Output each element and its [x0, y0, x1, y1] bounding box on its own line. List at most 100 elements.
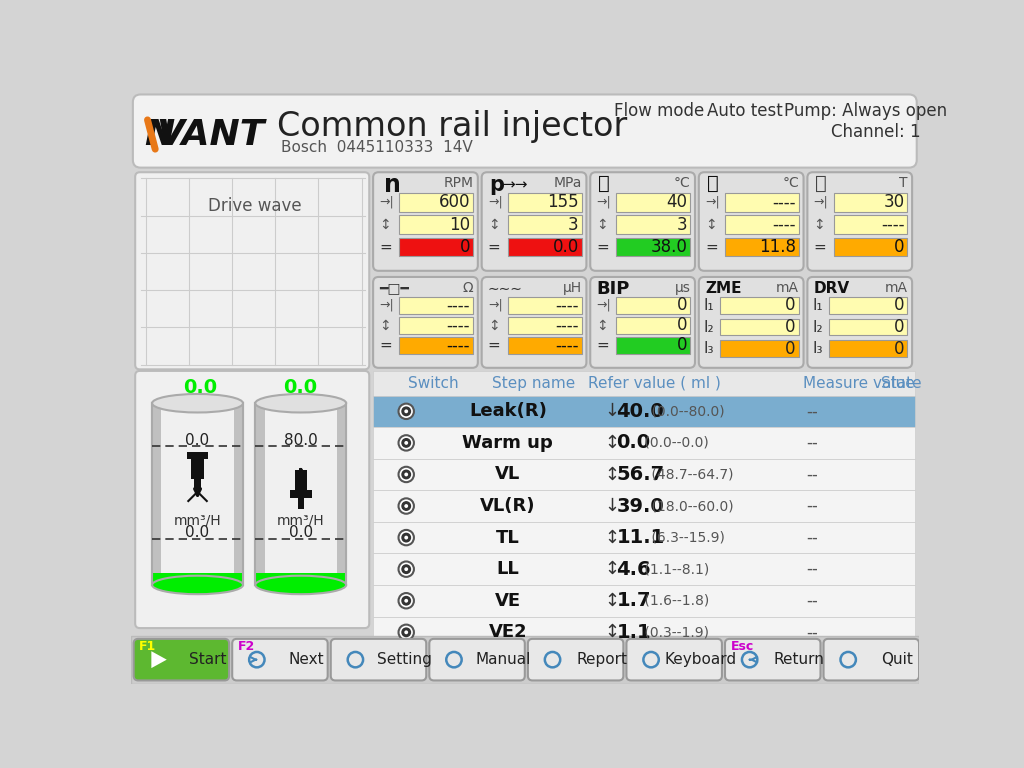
Bar: [255, 403, 264, 585]
Text: ZME: ZME: [705, 281, 741, 296]
Bar: [373, 554, 915, 585]
Bar: [829, 340, 907, 357]
Text: Esc: Esc: [730, 640, 754, 653]
Bar: [373, 396, 915, 427]
Text: (48.7--64.7): (48.7--64.7): [647, 468, 734, 482]
FancyBboxPatch shape: [590, 277, 695, 368]
Text: 600: 600: [438, 194, 470, 211]
Text: State: State: [882, 376, 922, 391]
Text: ↕: ↕: [604, 560, 620, 578]
Text: =: =: [705, 240, 718, 254]
Bar: [508, 237, 582, 257]
FancyBboxPatch shape: [481, 172, 587, 271]
Text: 0.0: 0.0: [283, 378, 317, 396]
Bar: [725, 215, 799, 233]
Text: I₃: I₃: [703, 341, 714, 356]
FancyBboxPatch shape: [481, 277, 587, 368]
Circle shape: [398, 404, 414, 419]
Text: Measure value: Measure value: [803, 376, 914, 391]
Text: 30: 30: [884, 194, 904, 211]
Text: 38.0: 38.0: [650, 238, 687, 256]
Text: 0.0: 0.0: [616, 433, 650, 452]
Text: ↕: ↕: [596, 217, 608, 232]
Bar: [508, 215, 582, 233]
Text: =: =: [596, 240, 609, 254]
Bar: [720, 297, 799, 314]
Bar: [720, 340, 799, 357]
Text: VL(R): VL(R): [480, 497, 536, 515]
Bar: [373, 427, 915, 458]
Text: →|: →|: [705, 196, 720, 209]
Text: --: --: [806, 402, 818, 420]
Text: =: =: [596, 338, 609, 353]
Text: 3: 3: [677, 216, 687, 233]
Text: 0: 0: [785, 296, 796, 314]
Bar: [233, 403, 243, 585]
Circle shape: [402, 407, 411, 415]
Text: Bosch  0445110333  14V: Bosch 0445110333 14V: [281, 140, 472, 155]
Bar: [725, 193, 799, 211]
Text: 0: 0: [785, 318, 796, 336]
Bar: [255, 403, 346, 585]
Text: ----: ----: [772, 194, 796, 211]
FancyBboxPatch shape: [823, 639, 920, 680]
Bar: [373, 617, 915, 648]
Circle shape: [398, 498, 414, 514]
Bar: [508, 193, 582, 211]
Text: VE2: VE2: [488, 624, 527, 641]
FancyBboxPatch shape: [135, 371, 370, 628]
Text: μs: μs: [675, 281, 690, 295]
Text: 10: 10: [449, 216, 470, 233]
Text: F1: F1: [139, 640, 157, 653]
Bar: [399, 337, 473, 354]
Circle shape: [404, 441, 409, 445]
Text: Manual: Manual: [475, 652, 530, 667]
Text: ----: ----: [446, 336, 470, 355]
Text: ----: ----: [446, 316, 470, 335]
Text: VL: VL: [496, 465, 520, 484]
Text: Report: Report: [577, 652, 628, 667]
Text: (6.3--15.9): (6.3--15.9): [647, 531, 725, 545]
Text: ↓: ↓: [604, 402, 620, 420]
Text: RPM: RPM: [443, 176, 473, 190]
Text: Leak(R): Leak(R): [469, 402, 547, 420]
Text: Common rail injector: Common rail injector: [276, 111, 627, 144]
Circle shape: [402, 470, 411, 478]
Text: Flow mode: Flow mode: [614, 102, 705, 121]
Text: N: N: [144, 118, 175, 151]
Text: ↕: ↕: [813, 217, 825, 232]
Text: →|: →|: [379, 299, 394, 312]
Text: ∼∼∼: ∼∼∼: [487, 282, 522, 296]
Text: (0.0--0.0): (0.0--0.0): [640, 436, 709, 450]
Text: =: =: [487, 240, 501, 254]
FancyBboxPatch shape: [133, 94, 916, 167]
Text: Ω: Ω: [463, 281, 473, 295]
Bar: [399, 237, 473, 257]
Text: ↕: ↕: [596, 319, 608, 333]
Text: 3: 3: [568, 216, 579, 233]
Text: 40: 40: [667, 194, 687, 211]
Text: ↕: ↕: [604, 434, 620, 452]
FancyBboxPatch shape: [590, 172, 695, 271]
FancyBboxPatch shape: [134, 639, 229, 680]
Text: 0.0: 0.0: [185, 432, 210, 448]
Text: mA: mA: [776, 281, 799, 295]
Circle shape: [402, 533, 411, 542]
Text: 0: 0: [785, 339, 796, 358]
Ellipse shape: [255, 394, 346, 412]
Text: F2: F2: [238, 640, 255, 653]
Text: Step name: Step name: [493, 376, 575, 391]
FancyBboxPatch shape: [627, 639, 722, 680]
Text: Keyboard: Keyboard: [665, 652, 736, 667]
Bar: [834, 215, 907, 233]
Text: --: --: [806, 560, 818, 578]
Bar: [616, 193, 690, 211]
Text: ↕: ↕: [379, 319, 391, 333]
Text: Quit: Quit: [882, 652, 913, 667]
Text: --: --: [806, 434, 818, 452]
Ellipse shape: [153, 394, 243, 412]
Bar: [298, 498, 304, 508]
Bar: [195, 479, 201, 490]
Text: (1.6--1.8): (1.6--1.8): [640, 594, 709, 607]
Text: Drive wave: Drive wave: [208, 197, 301, 215]
